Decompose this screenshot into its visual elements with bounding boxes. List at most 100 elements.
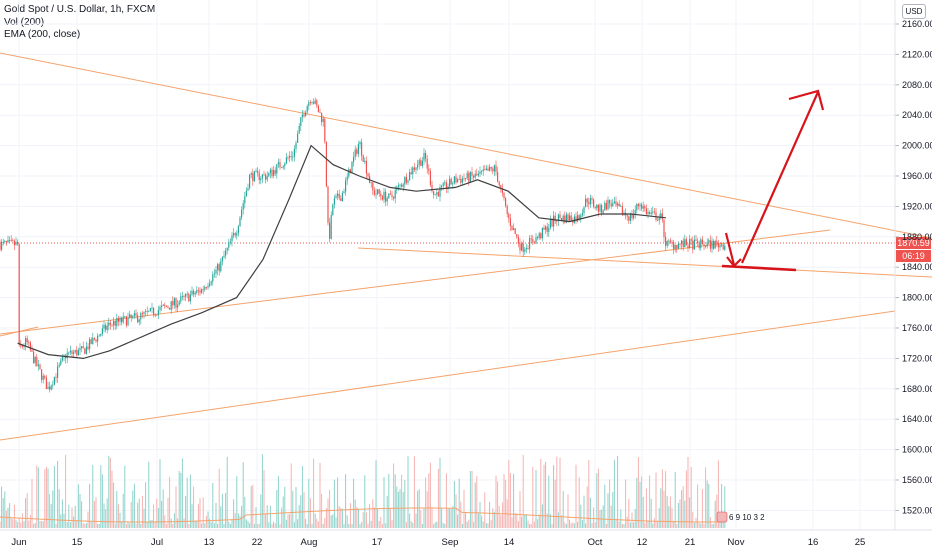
volume-bar (311, 523, 313, 528)
volume-indicator-label[interactable]: Vol (200) (4, 16, 45, 28)
volume-bar (378, 520, 380, 528)
currency-badge[interactable]: USD (902, 4, 926, 19)
candle-body (228, 242, 230, 248)
candle-body (332, 204, 334, 215)
volume-bar (405, 522, 407, 528)
symbol-title[interactable]: Gold Spot / U.S. Dollar, 1h, FXCM (4, 4, 156, 15)
candle-body (473, 175, 475, 178)
candle-body (260, 178, 262, 181)
volume-bar (637, 457, 639, 528)
candle-body (381, 195, 383, 200)
candle-body (42, 375, 44, 380)
candle-body (305, 112, 307, 117)
volume-bar (239, 516, 241, 528)
volume-bar (71, 507, 73, 528)
candle-body (77, 350, 79, 356)
volume-bar (13, 504, 15, 528)
candle-body (500, 185, 502, 188)
volume-bar (562, 491, 564, 528)
candle-body (722, 244, 724, 250)
candle-body (420, 160, 422, 166)
candle-body (519, 243, 521, 251)
volume-bar (281, 507, 283, 528)
volume-bar (122, 493, 124, 528)
candle-body (653, 211, 655, 213)
volume-bar (77, 484, 79, 528)
volume-bar (663, 490, 665, 528)
candle-body (605, 202, 607, 210)
volume-bar (481, 515, 483, 528)
volume-bar (365, 512, 367, 528)
time-tick-label: Jun (11, 537, 26, 548)
volume-bar (329, 489, 331, 528)
volume-bar (682, 486, 684, 528)
candle-body (111, 324, 113, 326)
volume-bar (189, 474, 191, 528)
ema-indicator-label[interactable]: EMA (200, close) (4, 29, 81, 40)
volume-bar (471, 470, 473, 528)
candle-body (220, 261, 222, 272)
volume-bar (460, 501, 462, 528)
volume-bar (591, 522, 593, 528)
volume-bar (617, 455, 619, 528)
volume-bar (45, 466, 47, 528)
volume-bar (127, 521, 129, 528)
candle-body (514, 228, 516, 235)
candle-body (258, 172, 260, 181)
candle-body (610, 203, 612, 207)
trendlines (0, 52, 932, 441)
volume-bar (297, 519, 299, 528)
candle-body (412, 167, 414, 175)
candle-body (23, 345, 25, 347)
volume-bar (353, 478, 355, 528)
candle-body (433, 191, 435, 195)
volume-bar (503, 474, 505, 528)
price-tick-label: 1840.00 (902, 262, 932, 272)
volume-bar (85, 523, 87, 528)
volume-bar (225, 492, 227, 528)
volume-bar (17, 522, 19, 528)
candle-body (604, 202, 606, 211)
volume-bar (165, 523, 167, 528)
events-marker[interactable]: 6 9 10 3 2 (716, 511, 765, 523)
volume-bar (463, 489, 465, 528)
volume-bar (388, 473, 390, 528)
volume-bar (257, 523, 259, 528)
candle-body (450, 178, 452, 185)
candle-body (365, 160, 367, 174)
candle-body (556, 220, 558, 222)
candle-body (18, 243, 20, 345)
candle-body (135, 313, 137, 316)
volume-bar (421, 523, 423, 528)
candle-body (441, 185, 443, 188)
candle-body (316, 100, 318, 106)
candle-body (241, 209, 243, 218)
candle-body (397, 185, 399, 188)
volume-bar (394, 474, 396, 528)
volume-bar (5, 510, 7, 528)
volume-bar (396, 486, 398, 528)
candle-body (325, 141, 327, 187)
volume-bar (666, 496, 668, 528)
volume-bar (685, 470, 687, 528)
volume-bar (465, 512, 467, 528)
volume-bar (236, 476, 238, 528)
volume-bar (690, 467, 692, 528)
volume-bar (249, 523, 251, 528)
candle-body (253, 171, 255, 182)
volume-bar (596, 473, 598, 528)
volume-bar (369, 504, 371, 528)
candle-body (498, 181, 500, 186)
candle-body (137, 315, 139, 323)
candle-body (2, 241, 4, 243)
candle-body (543, 227, 545, 230)
volume-bar (426, 491, 428, 528)
candle-body (407, 180, 409, 183)
volume-bar (676, 523, 678, 528)
volume-bar (28, 520, 30, 528)
candle-body (437, 192, 439, 197)
target-arrow-up-head (788, 89, 825, 111)
candle-body (255, 170, 257, 172)
volume-bar (505, 479, 507, 528)
